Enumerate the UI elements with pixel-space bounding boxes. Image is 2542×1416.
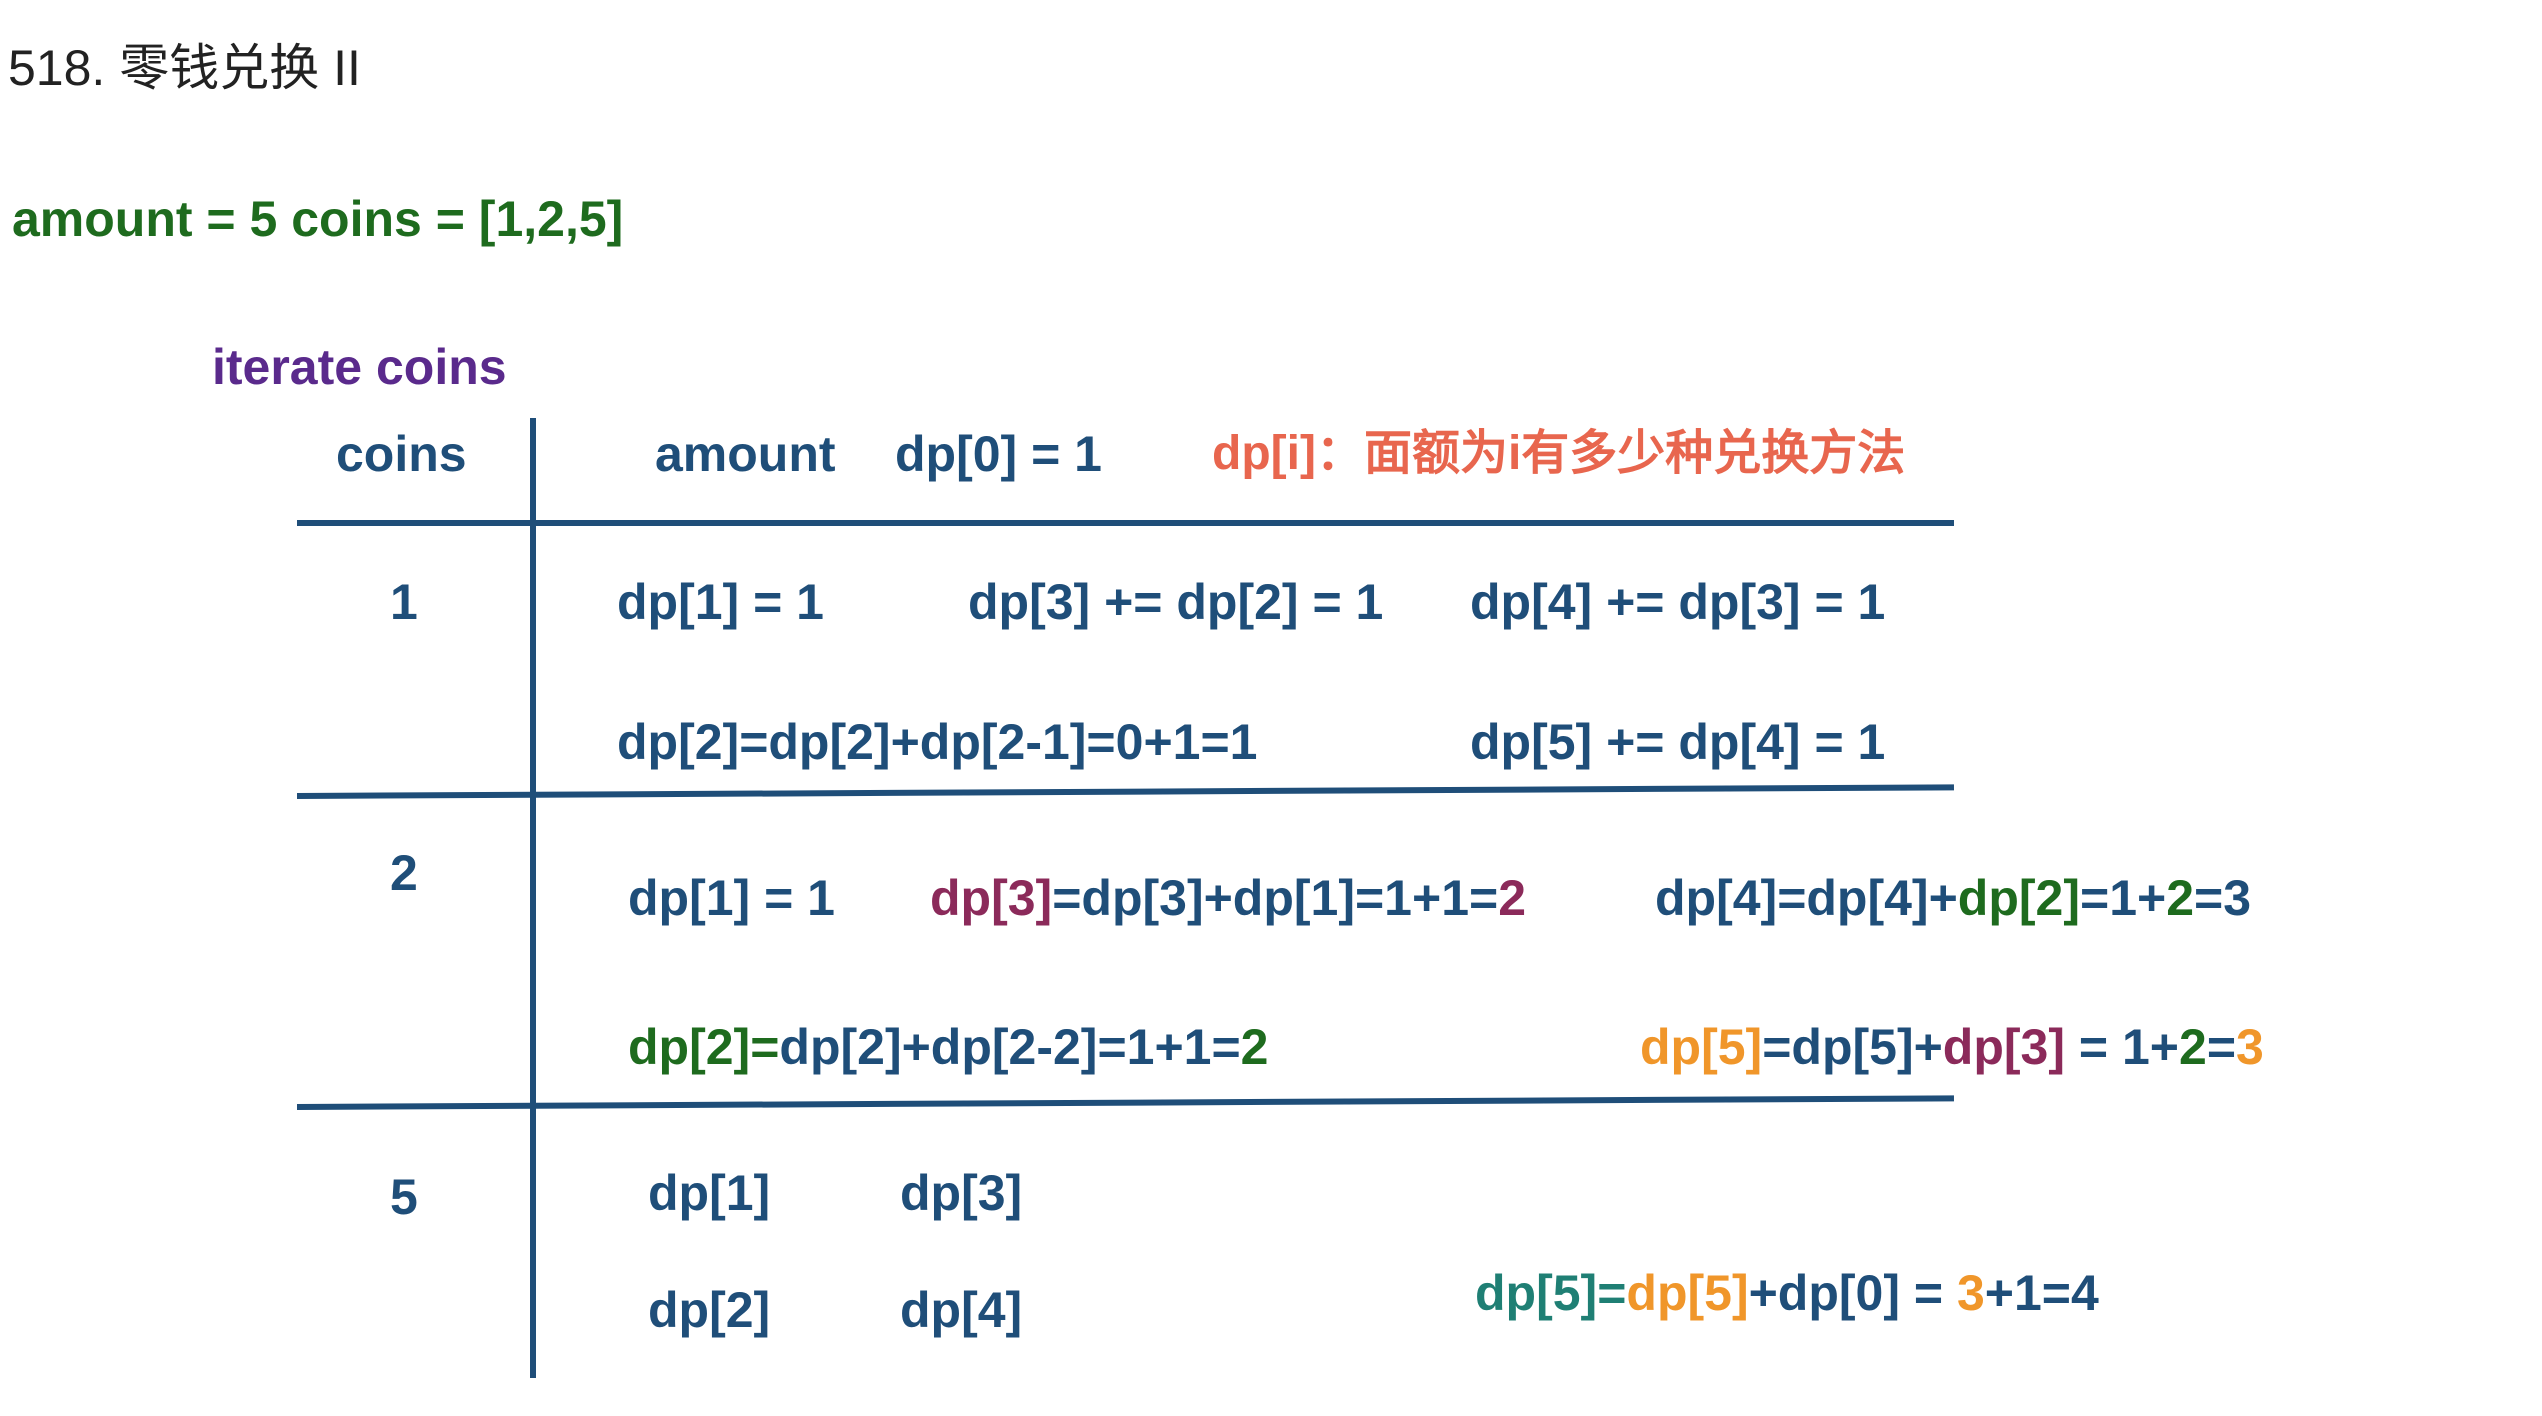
dp5-equals: = bbox=[2206, 1019, 2237, 1075]
dp4-expression: dp[4]=dp[4]+ bbox=[1655, 870, 1958, 926]
dp5-dp3-highlight: dp[3] bbox=[1942, 1019, 2065, 1075]
coin-2-dp4: dp[4]=dp[4]+dp[2]=1+2=3 bbox=[1655, 873, 2251, 923]
page-title: 518. 零钱兑换 II bbox=[8, 40, 361, 96]
final-dp5-highlight: dp[5] bbox=[1626, 1265, 1749, 1321]
coin-2-dp3: dp[3]=dp[3]+dp[1]=1+1=2 bbox=[930, 873, 1526, 923]
coin-1-label: 1 bbox=[390, 574, 418, 630]
dp5-result: 3 bbox=[2236, 1019, 2264, 1075]
dp4-result: =3 bbox=[2194, 870, 2252, 926]
header-coins: coins bbox=[336, 426, 467, 482]
header-dp0: dp[0] = 1 bbox=[895, 426, 1102, 482]
coin-5-dp1: dp[1] bbox=[648, 1165, 771, 1221]
coin-5-dp4: dp[4] bbox=[900, 1282, 1023, 1338]
dp2-expression: dp[2]+dp[2-2]=1+1= bbox=[779, 1019, 1241, 1075]
coin-1-dp2: dp[2]=dp[2]+dp[2-1]=0+1=1 bbox=[617, 714, 1258, 770]
dp-definition: dp[i]：面额为i有多少种兑换方法 bbox=[1212, 427, 1906, 480]
final-dp5-lhs: dp[5]= bbox=[1475, 1265, 1627, 1321]
dp2-highlight: dp[2]= bbox=[628, 1019, 780, 1075]
coin-1-dp4: dp[4] += dp[3] = 1 bbox=[1470, 574, 1886, 630]
row-divider-1 bbox=[296, 784, 1954, 799]
final-three-highlight: 3 bbox=[1956, 1265, 1985, 1321]
dp2-result: 2 bbox=[1240, 1019, 1269, 1075]
final-result: +1=4 bbox=[1984, 1265, 2099, 1321]
coin-5-dp3: dp[3] bbox=[900, 1165, 1023, 1221]
coin-5-label: 5 bbox=[390, 1169, 418, 1225]
coin-2-label: 2 bbox=[390, 845, 418, 901]
coin-2-dp5: dp[5]=dp[5]+dp[3] = 1+2=3 bbox=[1640, 1022, 2264, 1072]
coin-1-dp1: dp[1] = 1 bbox=[617, 574, 824, 630]
coin-1-dp5: dp[5] += dp[4] = 1 bbox=[1470, 714, 1886, 770]
dp5-two-highlight: 2 bbox=[2179, 1019, 2207, 1075]
dp5-expression: =dp[5]+ bbox=[1762, 1019, 1943, 1075]
section-label: iterate coins bbox=[212, 339, 507, 395]
dp4-dp2-highlight: dp[2] bbox=[1957, 870, 2080, 926]
dp5-sum-prefix: = 1+ bbox=[2065, 1019, 2179, 1075]
dp3-expression: =dp[3]+dp[1]=1+1= bbox=[1052, 870, 1499, 926]
dp4-two-highlight: 2 bbox=[2166, 870, 2195, 926]
problem-statement: amount = 5 coins = [1,2,5] bbox=[12, 191, 624, 247]
row-divider-2 bbox=[296, 1095, 1954, 1110]
header-divider bbox=[297, 520, 1954, 526]
dp4-sum-prefix: =1+ bbox=[2080, 870, 2167, 926]
final-expression: +dp[0] = bbox=[1748, 1265, 1957, 1321]
table-vertical-divider bbox=[530, 418, 536, 1378]
dp5-highlight: dp[5] bbox=[1640, 1019, 1763, 1075]
coin-1-dp3: dp[3] += dp[2] = 1 bbox=[968, 574, 1384, 630]
coin-5-dp2: dp[2] bbox=[648, 1282, 771, 1338]
header-amount: amount bbox=[655, 426, 836, 482]
dp3-result: 2 bbox=[1498, 870, 1527, 926]
coin-2-dp2: dp[2]=dp[2]+dp[2-2]=1+1=2 bbox=[628, 1022, 1268, 1072]
coin-2-dp1: dp[1] = 1 bbox=[628, 870, 835, 926]
dp3-highlight: dp[3] bbox=[930, 870, 1053, 926]
coin-5-dp5: dp[5]=dp[5]+dp[0] = 3+1=4 bbox=[1475, 1268, 2099, 1318]
